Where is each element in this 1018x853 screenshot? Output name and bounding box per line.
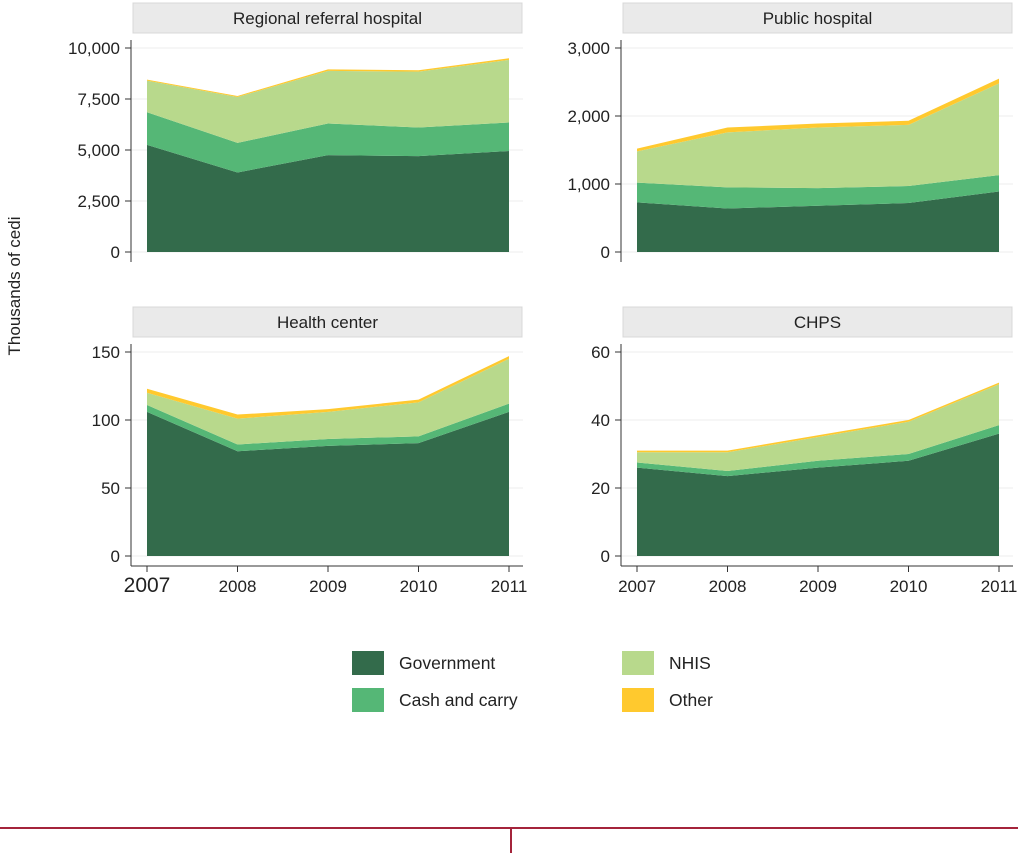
y-tick-label: 10,000: [68, 39, 120, 58]
legend-item-cash-and-carry: Cash and carry: [352, 688, 518, 712]
panel-strip: [132, 2, 523, 34]
area-cash-and-carry: [637, 425, 999, 477]
x-tick-label: 2007: [618, 577, 656, 596]
x-tick-label: 2011: [981, 577, 1018, 596]
area-nhis: [147, 358, 509, 445]
panel: Public hospital 0 1,000 2,000 3,000: [567, 2, 1013, 262]
x-tick-label: 2008: [219, 577, 257, 596]
legend-item-government: Government: [352, 651, 495, 675]
panel-strip: [622, 2, 1013, 34]
y-tick-label: 40: [591, 411, 610, 430]
legend-item-nhis: NHIS: [622, 651, 711, 675]
x-tick-label: 2010: [890, 577, 928, 596]
y-tick-label: 20: [591, 479, 610, 498]
y-tick-label: 3,000: [567, 39, 610, 58]
legend-swatch-other: [622, 688, 654, 712]
y-tick-label: 5,000: [77, 141, 120, 160]
area-cash-and-carry: [147, 112, 509, 173]
panel-strip: [622, 306, 1013, 338]
y-tick-label: 0: [601, 243, 610, 262]
panel: CHPS 0 20 40 60 2007 2008 2009 2010 2011: [591, 306, 1018, 596]
panel-title: Health center: [277, 313, 378, 332]
chart-figure: Thousands of cedi Regional referral hosp…: [5, 2, 1018, 597]
y-tick-label: 0: [601, 547, 610, 566]
y-tick-label: 2,000: [567, 107, 610, 126]
x-tick-label: 2007: [124, 574, 171, 597]
panel-strip: [132, 306, 523, 338]
legend-label: Government: [399, 652, 496, 673]
area-nhis: [637, 83, 999, 189]
x-tick-label: 2011: [491, 577, 528, 596]
legend-swatch-cash-and-carry: [352, 688, 384, 712]
y-tick-label: 2,500: [77, 192, 120, 211]
area-cash-and-carry: [147, 403, 509, 452]
legend-label: NHIS: [669, 652, 711, 673]
y-tick-label: 50: [101, 479, 120, 498]
legend-item-other: Other: [622, 688, 713, 712]
y-tick-label: 150: [92, 343, 120, 362]
area-nhis: [147, 59, 509, 143]
footer-rule: [0, 827, 1018, 829]
y-axis-title: Thousands of cedi: [5, 217, 24, 356]
area-government: [147, 144, 509, 252]
legend-swatch-government: [352, 651, 384, 675]
legend-label: Cash and carry: [399, 689, 518, 710]
x-tick-label: 2008: [709, 577, 747, 596]
area-other: [637, 78, 999, 152]
y-tick-label: 7,500: [77, 90, 120, 109]
legend-label: Other: [669, 689, 713, 710]
y-tick-label: 0: [111, 243, 120, 262]
panel-title: Public hospital: [763, 9, 873, 28]
area-government: [637, 433, 999, 556]
y-tick-label: 100: [92, 411, 120, 430]
area-cash-and-carry: [637, 175, 999, 209]
y-tick-label: 60: [591, 343, 610, 362]
x-tick-label: 2009: [309, 577, 347, 596]
y-tick-label: 1,000: [567, 175, 610, 194]
x-tick-label: 2010: [400, 577, 438, 596]
area-nhis: [637, 384, 999, 471]
footer-tick: [510, 827, 512, 853]
panel-title: Regional referral hospital: [233, 9, 422, 28]
area-government: [637, 191, 999, 252]
area-government: [147, 411, 509, 556]
panel: Health center 0 50 100 150 2007 2008 2009 2010 20…: [92, 306, 528, 597]
legend: Government NHIS Cash and carry Other: [352, 648, 772, 718]
panel-title: CHPS: [794, 313, 841, 332]
panel: Regional referral hospital 0 2,500 5,000 7,5…: [68, 2, 523, 262]
legend-swatch-nhis: [622, 651, 654, 675]
panels: Regional referral hospital 0 2,500 5,000 7,5…: [68, 2, 1018, 597]
x-tick-label: 2009: [799, 577, 837, 596]
y-tick-label: 0: [111, 547, 120, 566]
